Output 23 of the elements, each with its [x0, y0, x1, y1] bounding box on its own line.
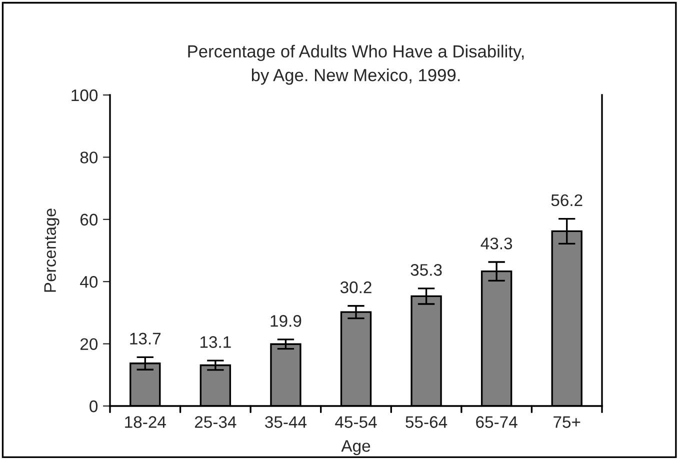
data-label: 13.1	[200, 336, 231, 348]
y-axis-title: Percentage	[44, 208, 60, 292]
x-tick-label: 75+	[554, 416, 580, 428]
x-tick-label: 55-64	[406, 416, 448, 428]
y-tick-label: 20	[80, 338, 98, 350]
data-label: 56.2	[551, 194, 582, 206]
x-tick-label: 18-24	[125, 416, 166, 428]
y-tick-label: 60	[80, 214, 98, 226]
data-label: 43.3	[480, 238, 512, 250]
y-tick-label: 100	[72, 89, 98, 102]
y-tick-label: 80	[80, 152, 98, 164]
x-tick-label: 25-34	[194, 416, 236, 428]
y-tick-label: 40	[80, 276, 98, 288]
x-tick-label: 45-54	[335, 416, 377, 428]
data-label: 13.7	[130, 332, 161, 345]
data-label: 30.2	[340, 281, 372, 294]
x-axis-title: Age	[341, 440, 370, 456]
data-label: 35.3	[410, 264, 442, 276]
x-tick-label: 35-44	[265, 416, 307, 428]
x-tick-label: 65-74	[476, 416, 518, 428]
y-tick-label: 0	[90, 400, 98, 412]
chart-title: Percentage of Adults Who Have a Disability, by Age. New Mexico, 1999.	[188, 44, 524, 85]
data-label: 19.9	[270, 315, 302, 327]
